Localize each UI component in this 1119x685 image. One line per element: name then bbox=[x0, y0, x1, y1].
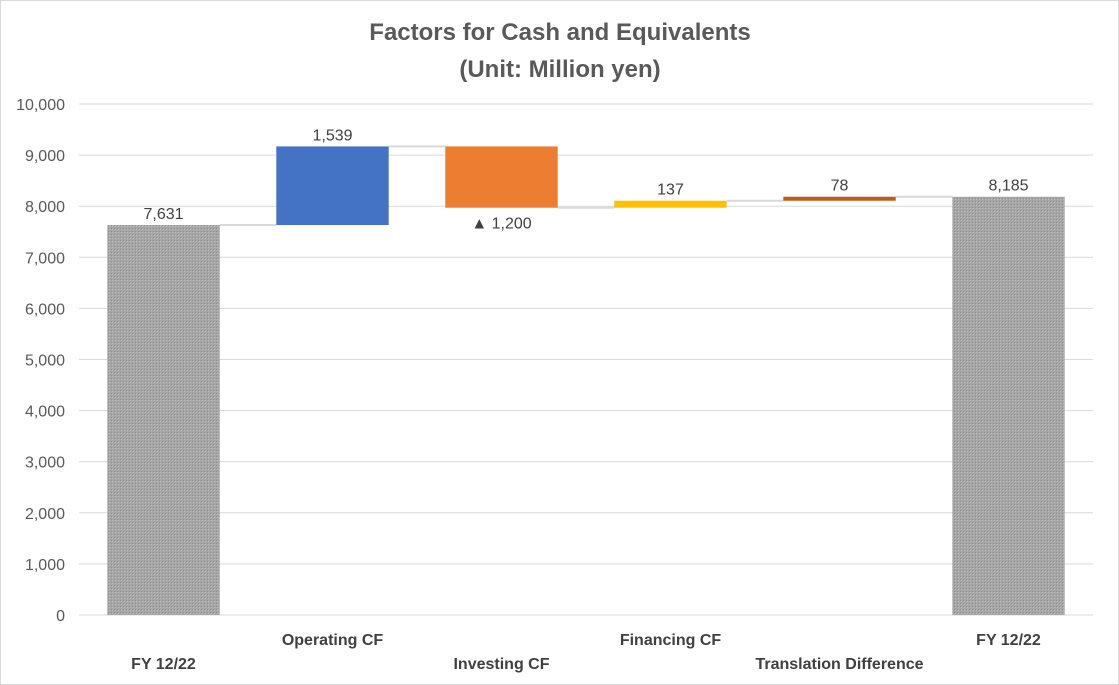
y-tick-label: 7,000 bbox=[25, 250, 65, 267]
category-label: Translation Difference bbox=[755, 656, 923, 673]
y-tick-label: 1,000 bbox=[25, 557, 65, 574]
data-label: 1,539 bbox=[312, 127, 352, 144]
y-tick-label: 8,000 bbox=[25, 199, 65, 216]
y-tick-label: 2,000 bbox=[25, 506, 65, 523]
total-bar bbox=[107, 225, 220, 615]
delta-bar bbox=[783, 196, 896, 201]
y-tick-label: 10,000 bbox=[16, 97, 65, 114]
y-tick-label: 6,000 bbox=[25, 301, 65, 318]
y-axis: 0 1,000 2,000 3,000 4,000 5,000 6,000 7,000 8,00… bbox=[16, 97, 65, 625]
connectors bbox=[219, 145, 953, 227]
total-bar bbox=[952, 196, 1065, 615]
chart-subtitle: (Unit: Million yen) bbox=[459, 56, 660, 83]
delta-bar bbox=[445, 146, 558, 208]
x-axis: FY 12/22 Operating CF Investing CF Financin… bbox=[131, 632, 1041, 673]
data-label: ▲ 1,200 bbox=[471, 216, 531, 233]
y-tick-label: 5,000 bbox=[25, 353, 65, 370]
y-tick-label: 0 bbox=[56, 608, 65, 625]
gridlines bbox=[79, 103, 1093, 616]
chart-title: Factors for Cash and Equivalents bbox=[369, 19, 750, 46]
y-tick-label: 4,000 bbox=[25, 404, 65, 421]
delta-bar bbox=[614, 200, 727, 208]
category-label: Investing CF bbox=[453, 656, 549, 673]
y-tick-label: 9,000 bbox=[25, 148, 65, 165]
category-label: FY 12/22 bbox=[131, 656, 196, 673]
bars bbox=[107, 146, 1065, 615]
data-label: 7,631 bbox=[143, 206, 183, 223]
data-label: 137 bbox=[657, 182, 684, 199]
data-labels: 7,631 1,539 ▲ 1,200 137 78 8,185 bbox=[143, 127, 1028, 232]
category-label: Financing CF bbox=[620, 632, 722, 649]
data-label: 8,185 bbox=[988, 178, 1028, 195]
y-tick-label: 3,000 bbox=[25, 455, 65, 472]
delta-bar bbox=[276, 146, 389, 226]
category-label: FY 12/22 bbox=[976, 632, 1041, 649]
data-label: 78 bbox=[831, 178, 849, 195]
category-label: Operating CF bbox=[282, 632, 384, 649]
